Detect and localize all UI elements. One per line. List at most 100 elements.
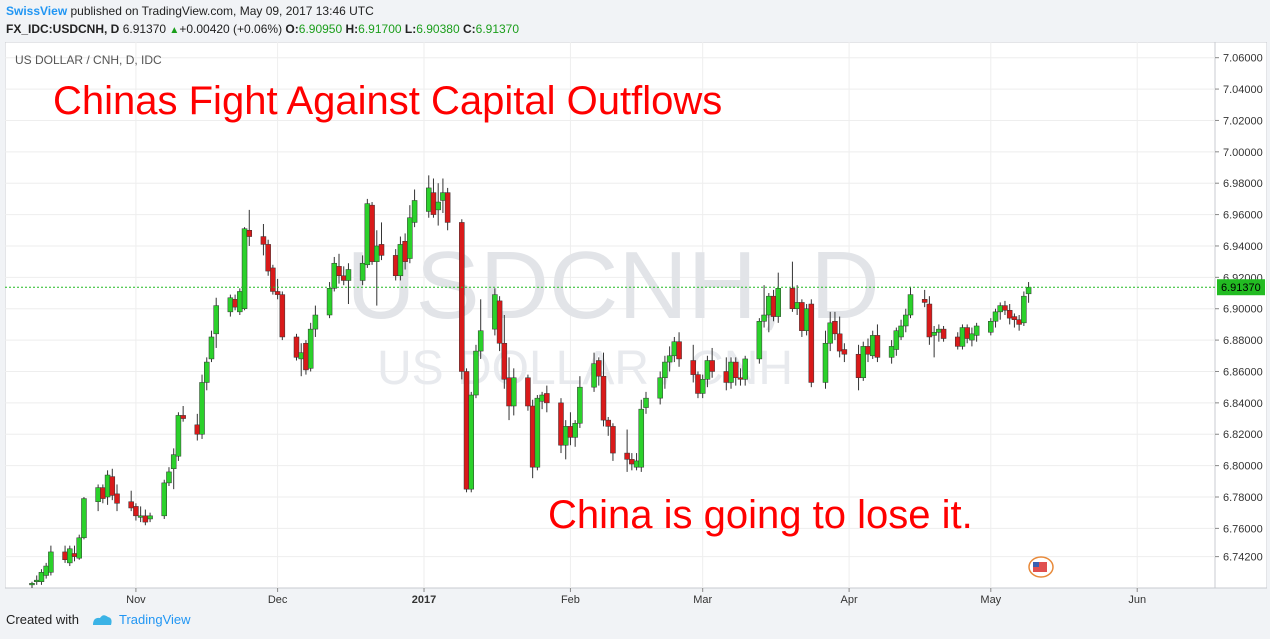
candle [836,316,843,358]
candle [279,291,286,341]
candle [260,224,267,256]
candle-body [629,459,635,465]
high-label: H: [345,22,359,36]
candle [435,183,441,226]
candle-body [775,288,782,317]
candle [931,325,937,358]
candle-body [100,487,106,499]
y-tick-label: 6.98000 [1223,178,1263,190]
candle-body [893,330,900,350]
candle [38,569,45,585]
candle-body [133,506,139,517]
candle-body [38,572,45,582]
candle [893,327,900,356]
candle-body [1002,305,1008,311]
candle-body [137,515,144,518]
candle [789,261,796,312]
candle-body [392,255,399,277]
price-axis: 7.06000 7.04000 7.02000 7.00000 6.98000 6.960… [1215,53,1263,564]
series-label: US DOLLAR / CNH, D, IDC [15,53,162,67]
candle [534,395,541,471]
candle-body [340,275,347,281]
candle [832,311,838,341]
candle [940,325,947,342]
time-axis: Nov Dec 2017 Feb Mar Apr May Jun [126,588,1146,606]
y-tick-label: 6.82000 [1223,429,1263,441]
candle-body [440,192,446,201]
candle-body [959,327,966,347]
candle-body [525,377,531,407]
candle [676,332,682,367]
candle-body [326,288,333,316]
candle [166,467,172,487]
candle-body [874,335,881,358]
candle [1011,313,1018,328]
candle [312,305,319,337]
candle [544,385,550,413]
candle [293,333,300,361]
annotation-bottom: China is going to lose it. [548,493,973,537]
candle-body [529,405,536,468]
candle [463,368,470,493]
candle [690,344,696,383]
candle [605,416,611,436]
candle [180,406,186,422]
y-tick-label: 7.06000 [1223,53,1263,65]
candle [303,340,309,375]
candle-body [988,321,994,333]
tradingview-link[interactable]: TradingView [118,612,191,627]
candle-body [732,361,739,379]
candle [761,285,767,328]
candle-body [241,228,248,309]
candle [742,355,748,386]
price-chart[interactable]: USDCNH, D US DOLLAR / CNH US DOLLAR / CN… [5,42,1267,606]
author-link[interactable]: SwissView [6,4,68,18]
candle-body [737,377,744,380]
candle-body [695,374,701,394]
candle-body [213,305,219,335]
candle [501,315,508,389]
y-tick-label: 7.00000 [1223,147,1263,159]
candle [1002,300,1008,315]
candle-body [624,452,630,460]
high-value: 6.91700 [358,22,402,36]
candle-body [459,222,465,372]
candle [803,304,810,336]
candle [175,412,182,461]
candle [213,297,219,348]
symbol-info: FX_IDC:USDCNH, D 6.91370 ▲+0.00420 (+0.0… [6,22,519,36]
candle-body [104,474,111,498]
candle-body [869,335,876,357]
candle [657,371,663,405]
open-label: O: [285,22,299,36]
up-arrow-icon: ▲ [169,25,180,36]
created-with-label: Created with [6,612,79,627]
candle-body [463,371,470,490]
candle-body [827,322,833,344]
candle-body [936,328,942,333]
candle-body [832,321,838,335]
candle [237,288,243,315]
candle-body [95,487,101,502]
candle-body [166,471,172,484]
candle-body [803,308,810,331]
candle [638,399,645,472]
candle [170,448,177,490]
candle [666,346,673,372]
candle [756,318,763,364]
candle-body [600,375,607,421]
candle [345,263,352,305]
candle-body [274,291,281,295]
candle-body [204,361,210,383]
candle-body [407,217,413,259]
candle [128,490,134,512]
candle-body [76,537,82,559]
candle [511,368,517,416]
candle [1006,304,1013,325]
candle [274,278,281,300]
candle-body [81,498,87,539]
candle-body [425,187,432,212]
candle-body [161,482,167,517]
candle [109,468,116,501]
last-price: 6.91370 [122,22,167,36]
